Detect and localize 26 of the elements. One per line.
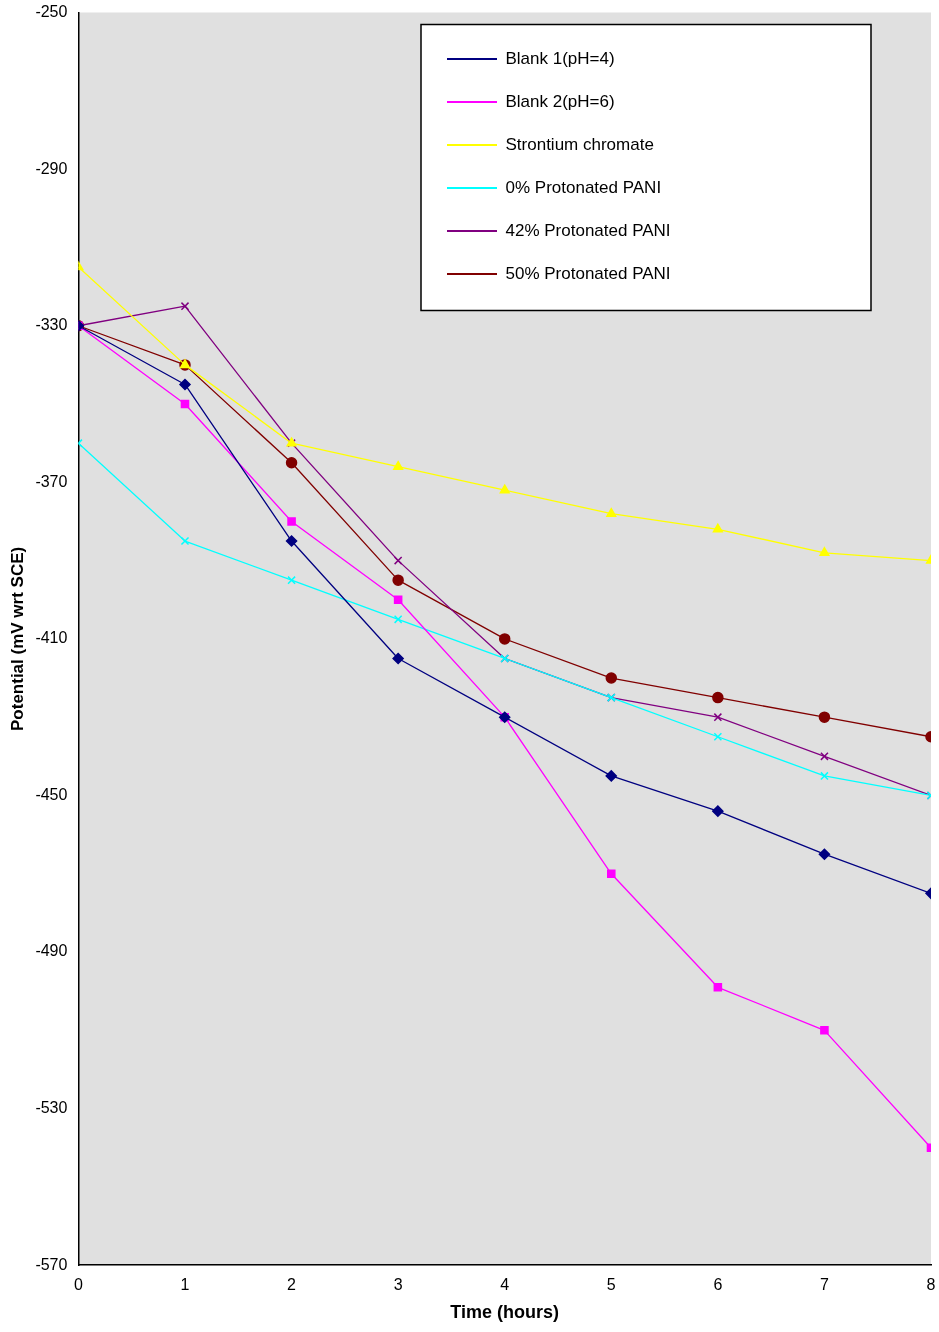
y-tick-label: -450 xyxy=(35,785,68,803)
x-tick-label: 3 xyxy=(393,1276,403,1294)
legend-label: 0% Protonated PANI xyxy=(505,177,662,197)
y-tick-label: -290 xyxy=(35,159,68,177)
y-tick-label: -250 xyxy=(35,3,68,21)
y-tick-label: -370 xyxy=(35,472,68,490)
y-tick-label: -570 xyxy=(35,1255,68,1273)
y-tick-label: -530 xyxy=(35,1099,68,1117)
y-tick-label: -490 xyxy=(35,942,68,960)
x-tick-label: 1 xyxy=(180,1276,190,1294)
legend-label: Blank 1(pH=4) xyxy=(505,48,615,68)
legend-label: Strontium chromate xyxy=(505,134,654,154)
y-tick-label: -330 xyxy=(35,316,68,334)
legend-label: Blank 2(pH=6) xyxy=(505,91,615,111)
x-tick-label: 6 xyxy=(713,1276,723,1294)
y-axis-title: Potential (mV wrt SCE) xyxy=(7,546,27,731)
x-tick-label: 8 xyxy=(926,1276,936,1294)
x-tick-label: 7 xyxy=(819,1276,829,1294)
legend-label: 50% Protonated PANI xyxy=(505,263,671,283)
x-tick-label: 4 xyxy=(500,1276,510,1294)
x-axis-title: Time (hours) xyxy=(450,1302,560,1323)
x-tick-label: 0 xyxy=(73,1276,83,1294)
y-tick-label: -410 xyxy=(35,629,68,647)
x-tick-label: 5 xyxy=(606,1276,616,1294)
x-tick-label: 2 xyxy=(287,1276,297,1294)
legend-label: 42% Protonated PANI xyxy=(505,220,671,240)
